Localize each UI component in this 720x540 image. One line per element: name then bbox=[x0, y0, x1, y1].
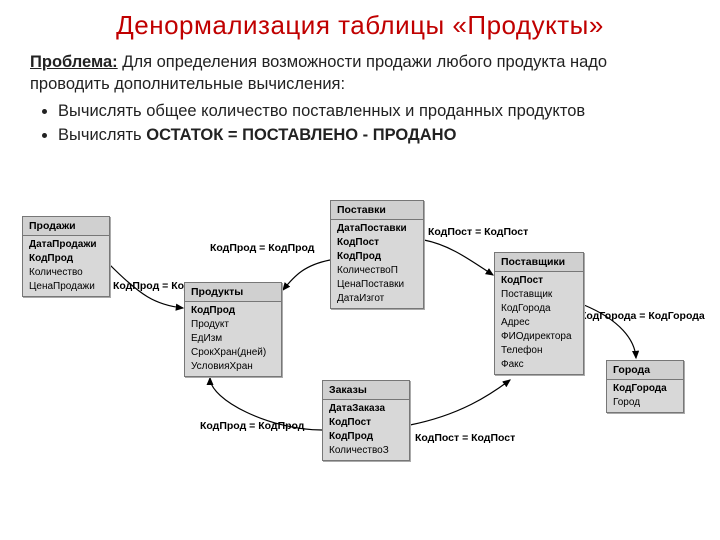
table-field: ФИОдиректора bbox=[495, 330, 583, 344]
table-header: Продажи bbox=[23, 217, 109, 236]
table-field: СрокХран(дней) bbox=[185, 346, 281, 360]
table-field: КодПрод bbox=[323, 430, 409, 444]
table-field: КодПрод bbox=[185, 304, 281, 318]
table-field: КодГорода bbox=[495, 302, 583, 316]
table-products: ПродуктыКодПродПродуктЕдИзмСрокХран(дней… bbox=[184, 282, 282, 377]
table-fields: ДатаПродажиКодПродКоличествоЦенаПродажи bbox=[23, 236, 109, 296]
problem-label: Проблема: bbox=[30, 53, 118, 71]
table-header: Заказы bbox=[323, 381, 409, 400]
table-cities: ГородаКодГородаГород bbox=[606, 360, 684, 413]
table-field: ДатаПоставки bbox=[331, 222, 423, 236]
table-field: КодПост bbox=[495, 274, 583, 288]
table-header: Продукты bbox=[185, 283, 281, 302]
table-field: Адрес bbox=[495, 316, 583, 330]
table-field: Количество bbox=[23, 266, 109, 280]
bullet-list: Вычислять общее количество поставленных … bbox=[30, 100, 690, 147]
bullet2-prefix: Вычислять bbox=[58, 126, 146, 144]
table-field: ЕдИзм bbox=[185, 332, 281, 346]
table-field: УсловияХран bbox=[185, 360, 281, 374]
table-field: КоличествоЗ bbox=[323, 444, 409, 458]
bullet-item: Вычислять общее количество поставленных … bbox=[58, 100, 690, 122]
table-field: ДатаИзгот bbox=[331, 292, 423, 306]
table-header: Поставщики bbox=[495, 253, 583, 272]
table-header: Поставки bbox=[331, 201, 423, 220]
table-orders: ЗаказыДатаЗаказаКодПостКодПродКоличество… bbox=[322, 380, 410, 461]
table-field: Телефон bbox=[495, 344, 583, 358]
edge-label: КодПрод = КодПрод bbox=[200, 420, 304, 432]
edge-label: КодГорода = КодГорода bbox=[580, 310, 705, 322]
table-fields: ДатаЗаказаКодПостКодПродКоличествоЗ bbox=[323, 400, 409, 460]
table-field: Продукт bbox=[185, 318, 281, 332]
bullet2-formula: ОСТАТОК = ПОСТАВЛЕНО - ПРОДАНО bbox=[146, 126, 456, 144]
er-diagram: КодПрод = КодПрод КодПрод = КодПрод КодП… bbox=[0, 200, 720, 540]
table-fields: КодПостПоставщикКодГородаАдресФИОдиректо… bbox=[495, 272, 583, 374]
table-fields: ДатаПоставкиКодПостКодПродКоличествоПЦен… bbox=[331, 220, 423, 308]
edge-label: КодПрод = КодПрод bbox=[210, 242, 314, 254]
table-field: Факс bbox=[495, 358, 583, 372]
table-field: Город bbox=[607, 396, 683, 410]
bullet-item: Вычислять ОСТАТОК = ПОСТАВЛЕНО - ПРОДАНО bbox=[58, 124, 690, 146]
table-suppliers: ПоставщикиКодПостПоставщикКодГородаАдрес… bbox=[494, 252, 584, 375]
table-fields: КодГородаГород bbox=[607, 380, 683, 412]
table-field: ЦенаПоставки bbox=[331, 278, 423, 292]
table-fields: КодПродПродуктЕдИзмСрокХран(дней)Условия… bbox=[185, 302, 281, 376]
edge-label: КодПост = КодПост bbox=[428, 226, 528, 238]
table-field: КодПрод bbox=[331, 250, 423, 264]
table-sales: ПродажиДатаПродажиКодПродКоличествоЦенаП… bbox=[22, 216, 110, 297]
table-field: КодПост bbox=[323, 416, 409, 430]
table-field: ДатаЗаказа bbox=[323, 402, 409, 416]
table-field: ЦенаПродажи bbox=[23, 280, 109, 294]
table-field: Поставщик bbox=[495, 288, 583, 302]
table-header: Города bbox=[607, 361, 683, 380]
table-supply: ПоставкиДатаПоставкиКодПостКодПродКоличе… bbox=[330, 200, 424, 309]
table-field: КодПрод bbox=[23, 252, 109, 266]
table-field: ДатаПродажи bbox=[23, 238, 109, 252]
page-title: Денормализация таблицы «Продукты» bbox=[0, 0, 720, 41]
table-field: КодПост bbox=[331, 236, 423, 250]
problem-block: Проблема: Для определения возможности пр… bbox=[0, 41, 720, 146]
table-field: КоличествоП bbox=[331, 264, 423, 278]
table-field: КодГорода bbox=[607, 382, 683, 396]
edge-label: КодПост = КодПост bbox=[415, 432, 515, 444]
